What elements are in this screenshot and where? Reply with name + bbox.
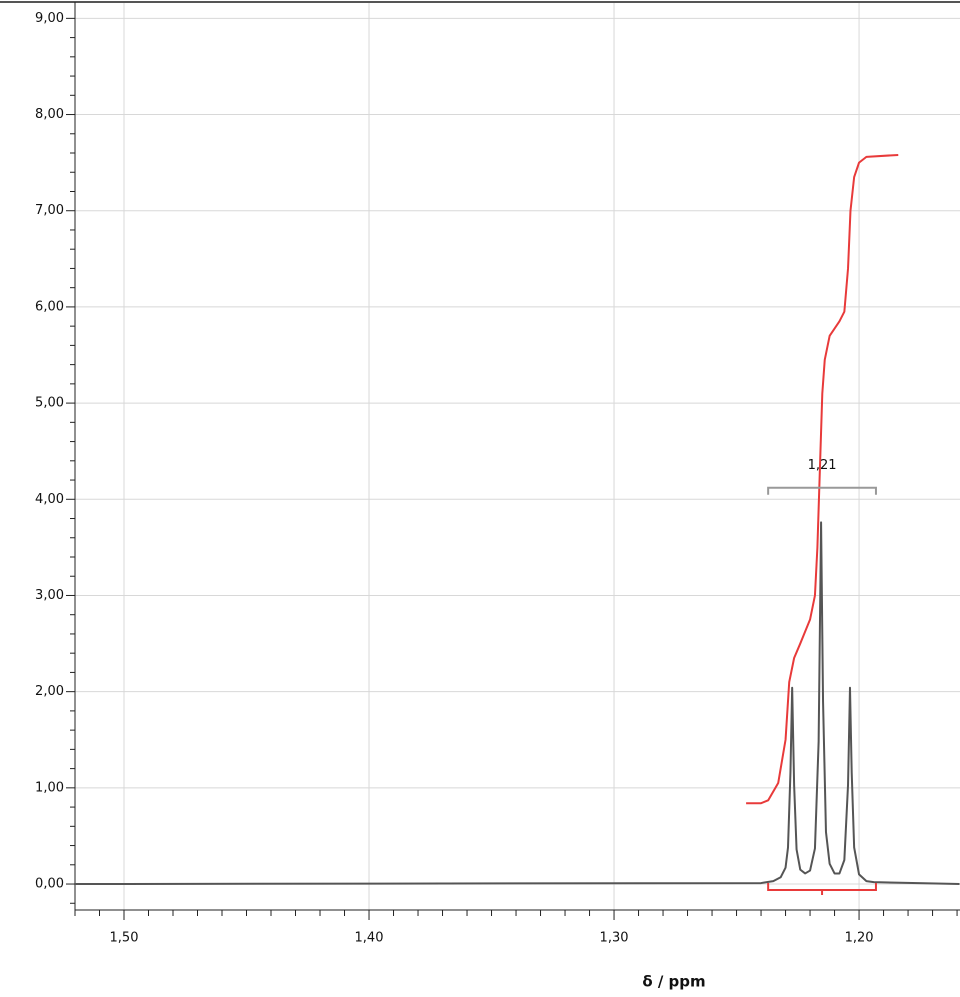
multiplet-bracket <box>767 486 877 495</box>
y-tick-label: 9,00 <box>35 11 64 26</box>
y-tick-label: 5,00 <box>35 396 64 411</box>
y-tick-label: 8,00 <box>35 107 64 122</box>
y-tick-label: 6,00 <box>35 299 64 314</box>
integral-bracket <box>767 883 877 895</box>
multiplet-label: 1,21 <box>808 458 837 473</box>
y-tick-label: 1,00 <box>35 780 64 795</box>
x-tick-label: 1,30 <box>600 931 629 946</box>
y-tick-label: 7,00 <box>35 203 64 218</box>
y-tick-label: 4,00 <box>35 492 64 507</box>
x-tick-label: 1,50 <box>110 931 139 946</box>
y-tick-label: 3,00 <box>35 588 64 603</box>
y-tick-label: 0,00 <box>35 877 64 892</box>
spectrum-line <box>74 521 960 886</box>
y-tick-label: 2,00 <box>35 684 64 699</box>
x-axis-label: δ / ppm <box>642 973 705 991</box>
x-tick-label: 1,20 <box>845 931 874 946</box>
x-tick-label: 1,40 <box>355 931 384 946</box>
integral-curve <box>746 153 899 805</box>
